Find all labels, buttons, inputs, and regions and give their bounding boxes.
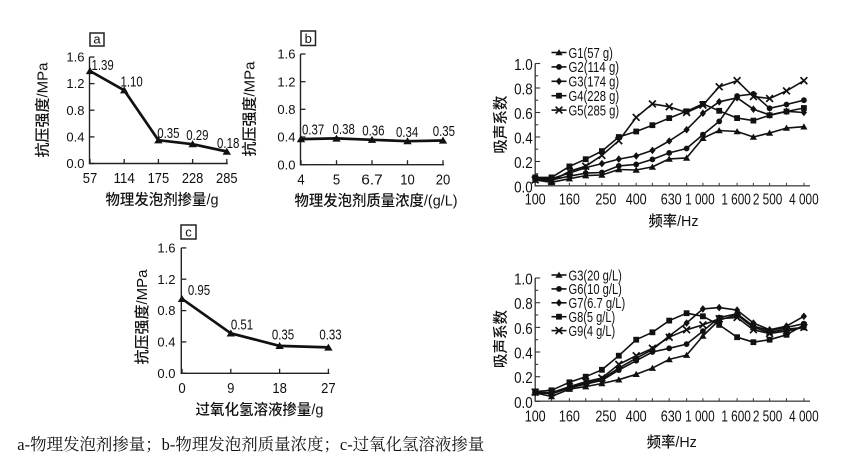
svg-text:0.6: 0.6 — [514, 106, 533, 123]
svg-text:G3(174 g): G3(174 g) — [569, 75, 620, 91]
svg-text:18: 18 — [272, 381, 287, 397]
svg-text:1.10: 1.10 — [121, 75, 143, 91]
svg-text:1 600: 1 600 — [721, 192, 751, 209]
svg-text:1 000: 1 000 — [685, 192, 715, 209]
svg-text:250: 250 — [595, 408, 616, 425]
svg-text:285: 285 — [216, 171, 238, 187]
svg-text:175: 175 — [148, 171, 170, 187]
svg-text:0.4: 0.4 — [514, 345, 533, 362]
svg-text:0.35: 0.35 — [157, 126, 179, 142]
svg-text:0.4: 0.4 — [514, 130, 533, 147]
svg-text:0.4: 0.4 — [277, 130, 295, 145]
svg-text:57: 57 — [83, 171, 98, 187]
svg-text:0.8: 0.8 — [157, 303, 175, 318]
svg-text:160: 160 — [559, 192, 580, 209]
svg-text:0.4: 0.4 — [66, 130, 84, 145]
svg-text:0.6: 0.6 — [514, 321, 533, 338]
svg-text:0.8: 0.8 — [277, 102, 295, 117]
svg-text:228: 228 — [182, 171, 204, 187]
svg-text:100: 100 — [525, 408, 546, 425]
svg-text:抗压强度/MPa: 抗压强度/MPa — [239, 61, 260, 157]
svg-text:1.6: 1.6 — [66, 50, 84, 65]
svg-text:吸声系数: 吸声系数 — [490, 96, 511, 154]
svg-text:100: 100 — [525, 192, 546, 209]
svg-text:0.0: 0.0 — [514, 395, 533, 412]
svg-text:27: 27 — [321, 381, 336, 397]
svg-text:0.29: 0.29 — [186, 128, 208, 144]
svg-text:G3(20 g/L): G3(20 g/L) — [569, 268, 622, 284]
svg-text:1.2: 1.2 — [66, 76, 84, 91]
svg-text:G1(57 g): G1(57 g) — [569, 46, 613, 62]
svg-text:物理发泡剂质量浓度/(g/L): 物理发泡剂质量浓度/(g/L) — [295, 190, 458, 211]
svg-text:6.7: 6.7 — [361, 172, 383, 188]
svg-text:0.2: 0.2 — [514, 155, 533, 172]
svg-text:250: 250 — [595, 192, 616, 209]
svg-text:过氧化氢溶液掺量/g: 过氧化氢溶液掺量/g — [196, 399, 324, 420]
svg-text:1.0: 1.0 — [514, 271, 533, 288]
svg-text:0.0: 0.0 — [277, 157, 295, 172]
svg-text:1.6: 1.6 — [157, 241, 175, 256]
svg-text:630: 630 — [661, 408, 682, 425]
svg-text:a: a — [93, 31, 101, 46]
svg-text:2 500: 2 500 — [753, 192, 783, 209]
svg-text:c: c — [185, 224, 192, 239]
svg-text:1.39: 1.39 — [92, 58, 114, 74]
svg-text:G4(228 g): G4(228 g) — [569, 89, 620, 105]
svg-text:0.51: 0.51 — [231, 318, 253, 334]
svg-text:4 000: 4 000 — [789, 192, 819, 209]
svg-text:0.0: 0.0 — [514, 179, 533, 196]
svg-text:400: 400 — [626, 192, 647, 209]
svg-text:0.0: 0.0 — [66, 156, 84, 171]
svg-text:G9(4 g/L): G9(4 g/L) — [569, 324, 616, 340]
svg-text:9: 9 — [227, 381, 234, 397]
svg-text:频率/Hz: 频率/Hz — [649, 210, 699, 231]
svg-text:a-物理发泡剂掺量；b-物理发泡剂质量浓度；c-过氧化氢溶液: a-物理发泡剂掺量；b-物理发泡剂质量浓度；c-过氧化氢溶液掺量 — [17, 431, 484, 455]
svg-text:20: 20 — [436, 172, 451, 188]
svg-text:1 600: 1 600 — [721, 408, 751, 425]
svg-text:0.37: 0.37 — [302, 123, 324, 139]
svg-text:10: 10 — [400, 172, 415, 188]
svg-text:0.35: 0.35 — [433, 124, 455, 140]
svg-text:0.38: 0.38 — [333, 122, 355, 138]
svg-text:1.6: 1.6 — [277, 47, 295, 62]
svg-text:400: 400 — [626, 408, 647, 425]
svg-text:0.8: 0.8 — [514, 81, 533, 98]
svg-text:G8(5 g/L): G8(5 g/L) — [569, 310, 616, 326]
svg-text:0.33: 0.33 — [319, 328, 341, 344]
svg-text:0.18: 0.18 — [217, 136, 239, 152]
svg-text:G6(10 g/L): G6(10 g/L) — [569, 282, 622, 298]
svg-text:160: 160 — [559, 408, 580, 425]
svg-text:吸声系数: 吸声系数 — [490, 310, 511, 368]
svg-text:0.35: 0.35 — [272, 328, 294, 344]
svg-text:物理发泡剂掺量/g: 物理发泡剂掺量/g — [106, 189, 219, 210]
svg-text:0.95: 0.95 — [188, 283, 210, 299]
svg-text:0.34: 0.34 — [396, 125, 418, 141]
svg-text:0.36: 0.36 — [362, 123, 384, 139]
svg-text:4: 4 — [297, 172, 304, 188]
svg-text:抗压强度/MPa: 抗压强度/MPa — [131, 269, 152, 365]
svg-text:0.8: 0.8 — [66, 103, 84, 118]
svg-text:G5(285 g): G5(285 g) — [569, 103, 620, 119]
svg-text:114: 114 — [113, 171, 135, 187]
svg-text:G7(6.7 g/L): G7(6.7 g/L) — [569, 296, 626, 312]
svg-text:1.2: 1.2 — [157, 272, 175, 287]
svg-text:0.8: 0.8 — [514, 296, 533, 313]
svg-text:630: 630 — [661, 192, 682, 209]
svg-text:1.2: 1.2 — [277, 74, 295, 89]
svg-text:1 000: 1 000 — [685, 408, 715, 425]
svg-text:4 000: 4 000 — [789, 408, 819, 425]
svg-text:1.0: 1.0 — [514, 57, 533, 74]
svg-text:频率/Hz: 频率/Hz — [647, 431, 697, 452]
svg-text:0.2: 0.2 — [514, 370, 533, 387]
svg-text:G2(114 g): G2(114 g) — [569, 60, 620, 76]
svg-text:2 500: 2 500 — [753, 408, 783, 425]
svg-text:0: 0 — [178, 381, 185, 397]
svg-text:5: 5 — [333, 172, 340, 188]
svg-text:0.0: 0.0 — [157, 366, 175, 381]
svg-text:b: b — [305, 31, 312, 46]
svg-text:抗压强度/MPa: 抗压强度/MPa — [32, 62, 53, 158]
svg-text:0.4: 0.4 — [157, 335, 175, 350]
